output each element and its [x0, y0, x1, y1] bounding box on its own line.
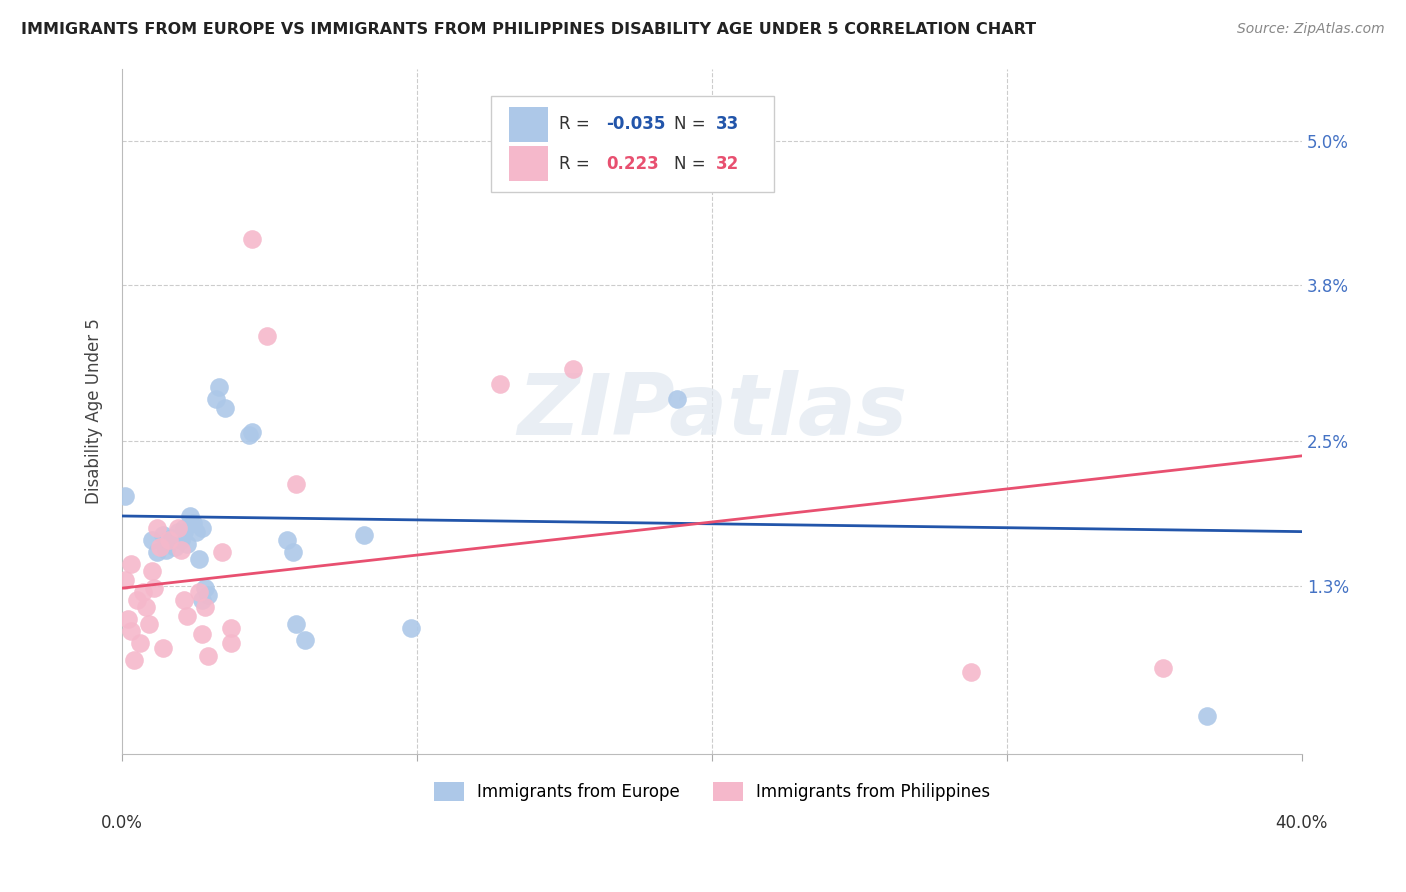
FancyBboxPatch shape [491, 96, 775, 192]
Point [165, 541, 187, 555]
Point [160, 531, 183, 545]
Point [152, 641, 174, 656]
Point [141, 533, 163, 547]
Point [152, 528, 174, 542]
Text: 0.223: 0.223 [606, 154, 658, 172]
Point [114, 489, 136, 503]
FancyBboxPatch shape [509, 106, 548, 142]
Text: N =: N = [675, 115, 711, 133]
Point [146, 521, 169, 535]
Text: 32: 32 [716, 154, 738, 172]
Point [181, 516, 204, 531]
Point [141, 564, 163, 578]
Point [281, 545, 304, 559]
Point [170, 533, 193, 547]
Point [214, 401, 236, 415]
Text: IMMIGRANTS FROM EUROPE VS IMMIGRANTS FROM PHILIPPINES DISABILITY AGE UNDER 5 COR: IMMIGRANTS FROM EUROPE VS IMMIGRANTS FRO… [21, 22, 1036, 37]
Point [167, 521, 190, 535]
Text: 33: 33 [716, 115, 738, 133]
Legend: Immigrants from Europe, Immigrants from Philippines: Immigrants from Europe, Immigrants from … [427, 775, 997, 807]
Point [285, 476, 308, 491]
Point [208, 380, 231, 394]
Point [285, 617, 308, 632]
Point [179, 508, 201, 523]
Point [114, 573, 136, 587]
Point [143, 581, 166, 595]
Point [399, 621, 422, 635]
Point [197, 648, 219, 663]
Text: 0.0%: 0.0% [101, 814, 143, 832]
Point [1197, 708, 1219, 723]
Point [187, 584, 209, 599]
Point [562, 362, 585, 376]
Point [184, 524, 207, 539]
Point [190, 627, 212, 641]
Point [117, 612, 139, 626]
Point [194, 600, 217, 615]
Point [176, 608, 198, 623]
Point [488, 376, 510, 391]
Point [149, 541, 172, 555]
Point [240, 425, 263, 439]
Point [294, 632, 316, 647]
Point [238, 428, 260, 442]
Point [122, 653, 145, 667]
Y-axis label: Disability Age Under 5: Disability Age Under 5 [86, 318, 103, 504]
Text: R =: R = [558, 154, 595, 172]
Point [173, 524, 195, 539]
Point [157, 533, 180, 547]
Point [194, 581, 217, 595]
Point [960, 665, 983, 680]
Point [211, 545, 233, 559]
Point [187, 552, 209, 566]
Point [219, 636, 242, 650]
Point [240, 232, 263, 246]
Point [256, 328, 278, 343]
Point [190, 521, 212, 535]
Point [176, 536, 198, 550]
Text: ZIPatlas: ZIPatlas [517, 370, 907, 453]
Point [138, 617, 160, 632]
Point [125, 593, 148, 607]
Point [353, 528, 375, 542]
Point [665, 392, 688, 407]
Point [135, 600, 157, 615]
Point [219, 621, 242, 635]
Point [170, 542, 193, 557]
Point [173, 521, 195, 535]
Point [173, 593, 195, 607]
Point [128, 636, 150, 650]
Point [167, 524, 190, 539]
FancyBboxPatch shape [509, 145, 548, 181]
Point [190, 593, 212, 607]
Point [1152, 660, 1174, 674]
Point [205, 392, 228, 407]
Text: -0.035: -0.035 [606, 115, 665, 133]
Point [120, 624, 142, 639]
Point [131, 584, 153, 599]
Text: R =: R = [558, 115, 595, 133]
Text: 40.0%: 40.0% [1275, 814, 1329, 832]
Text: N =: N = [675, 154, 711, 172]
Point [197, 588, 219, 602]
Point [276, 533, 298, 547]
Point [155, 542, 177, 557]
Text: Source: ZipAtlas.com: Source: ZipAtlas.com [1237, 22, 1385, 37]
Point [146, 545, 169, 559]
Point [120, 557, 142, 571]
